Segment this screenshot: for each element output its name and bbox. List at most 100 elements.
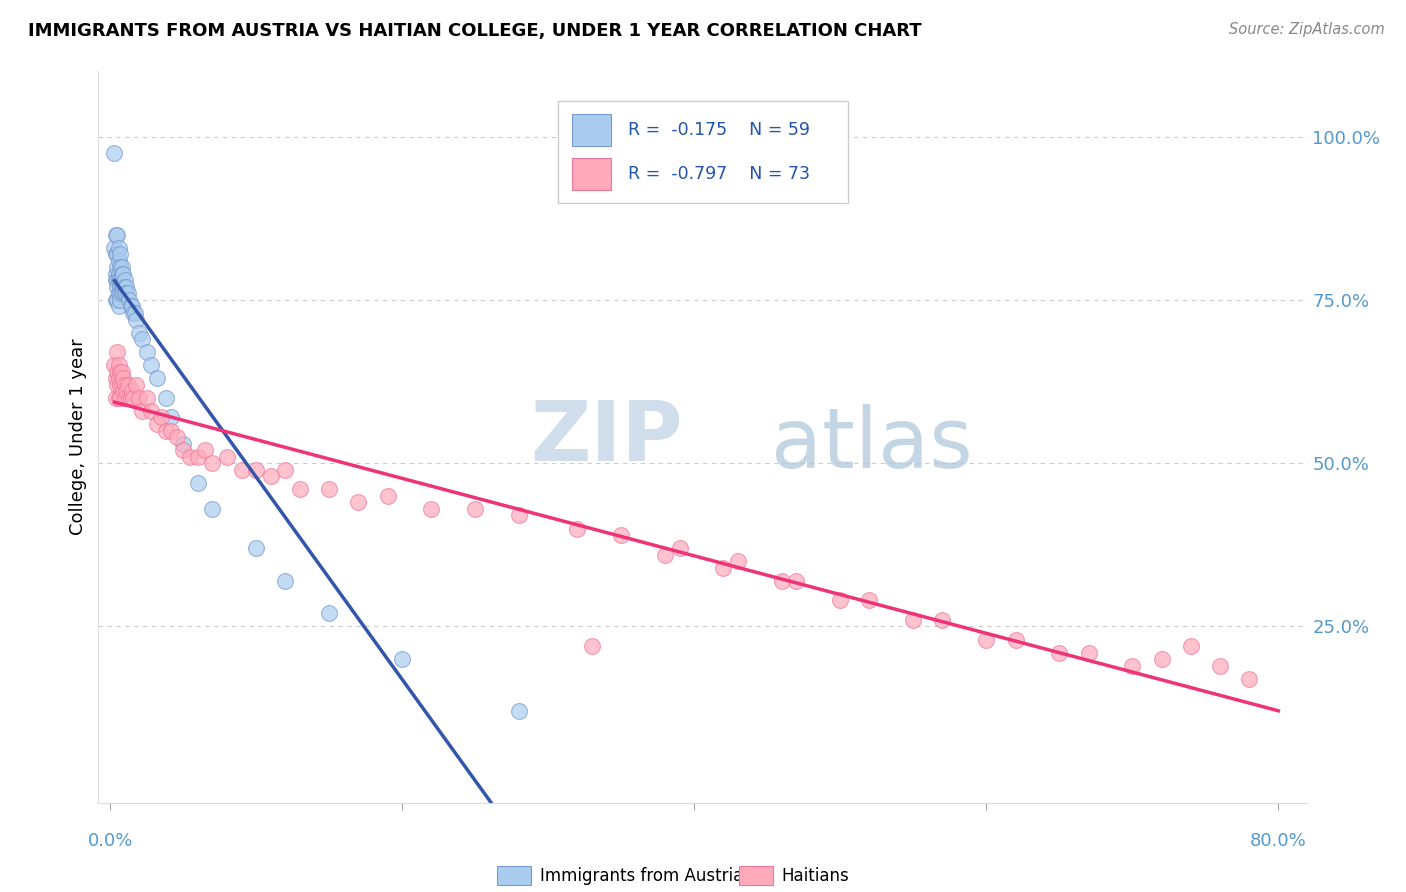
Point (245, 463, 267, 477)
Point (139, 358, 162, 372)
Point (347, 495, 370, 509)
Point (110, 377, 132, 392)
Text: 80.0%: 80.0% (1250, 832, 1306, 850)
Point (120, 391, 142, 405)
Point (108, 273, 131, 287)
Point (274, 574, 297, 588)
Point (135, 391, 157, 405)
Point (231, 463, 253, 477)
Point (104, 273, 127, 287)
Point (377, 489, 399, 503)
Point (108, 391, 131, 405)
Point (260, 469, 283, 483)
Point (770, 574, 793, 588)
Point (785, 574, 807, 588)
Point (110, 286, 132, 301)
Text: 0.0%: 0.0% (87, 832, 132, 850)
Text: ZIP: ZIP (530, 397, 682, 477)
Point (1077, 646, 1099, 660)
Point (117, 377, 139, 392)
Point (108, 358, 131, 372)
Point (104, 267, 127, 281)
Point (112, 267, 135, 281)
Point (114, 273, 136, 287)
Point (104, 247, 127, 261)
Point (108, 267, 131, 281)
FancyBboxPatch shape (558, 101, 848, 203)
Point (110, 365, 132, 379)
Point (135, 345, 157, 359)
Point (146, 417, 169, 431)
Point (107, 345, 129, 359)
Point (107, 293, 129, 307)
Point (654, 548, 676, 562)
Point (108, 300, 131, 314)
Point (107, 247, 129, 261)
Point (107, 227, 129, 242)
Point (179, 450, 201, 464)
Point (1209, 658, 1232, 673)
Point (111, 365, 134, 379)
Point (172, 436, 194, 450)
Point (121, 384, 143, 399)
Point (122, 306, 145, 320)
Point (215, 450, 238, 464)
Point (201, 502, 224, 516)
Point (567, 521, 589, 535)
Point (107, 260, 129, 275)
Point (245, 541, 267, 555)
Point (122, 391, 145, 405)
Point (112, 371, 135, 385)
Point (128, 391, 150, 405)
Point (508, 508, 530, 523)
Point (108, 241, 131, 255)
Point (187, 450, 209, 464)
Point (125, 377, 148, 392)
FancyBboxPatch shape (498, 866, 531, 885)
Point (155, 424, 177, 438)
Text: R =  -0.797    N = 73: R = -0.797 N = 73 (628, 165, 810, 183)
Point (115, 286, 138, 301)
Point (104, 371, 127, 385)
Point (931, 613, 953, 627)
Point (115, 384, 138, 399)
Point (110, 260, 132, 275)
Point (103, 358, 125, 372)
Point (111, 286, 134, 301)
Point (112, 286, 135, 301)
Point (114, 391, 136, 405)
Point (131, 332, 153, 346)
Point (1004, 632, 1026, 647)
Text: atlas: atlas (772, 404, 973, 485)
Point (110, 247, 132, 261)
Text: Immigrants from Austria: Immigrants from Austria (540, 867, 742, 885)
Point (112, 384, 135, 399)
Point (110, 280, 132, 294)
Point (1121, 658, 1143, 673)
Point (160, 424, 183, 438)
Point (118, 293, 141, 307)
Point (318, 483, 340, 497)
Point (830, 593, 852, 607)
Point (108, 253, 131, 268)
Point (155, 391, 177, 405)
Point (107, 280, 129, 294)
Point (1047, 646, 1070, 660)
Point (111, 260, 134, 275)
Point (903, 613, 925, 627)
Point (114, 377, 136, 392)
Point (107, 273, 129, 287)
Point (108, 286, 131, 301)
Point (139, 404, 162, 418)
Point (391, 652, 413, 666)
Text: Haitians: Haitians (782, 867, 849, 885)
Text: R =  -0.175    N = 59: R = -0.175 N = 59 (628, 121, 810, 139)
Point (187, 475, 209, 490)
Point (274, 463, 297, 477)
Point (111, 267, 134, 281)
Point (112, 280, 135, 294)
Point (110, 273, 132, 287)
Text: Source: ZipAtlas.com: Source: ZipAtlas.com (1229, 22, 1385, 37)
FancyBboxPatch shape (572, 158, 612, 190)
Point (974, 632, 997, 647)
